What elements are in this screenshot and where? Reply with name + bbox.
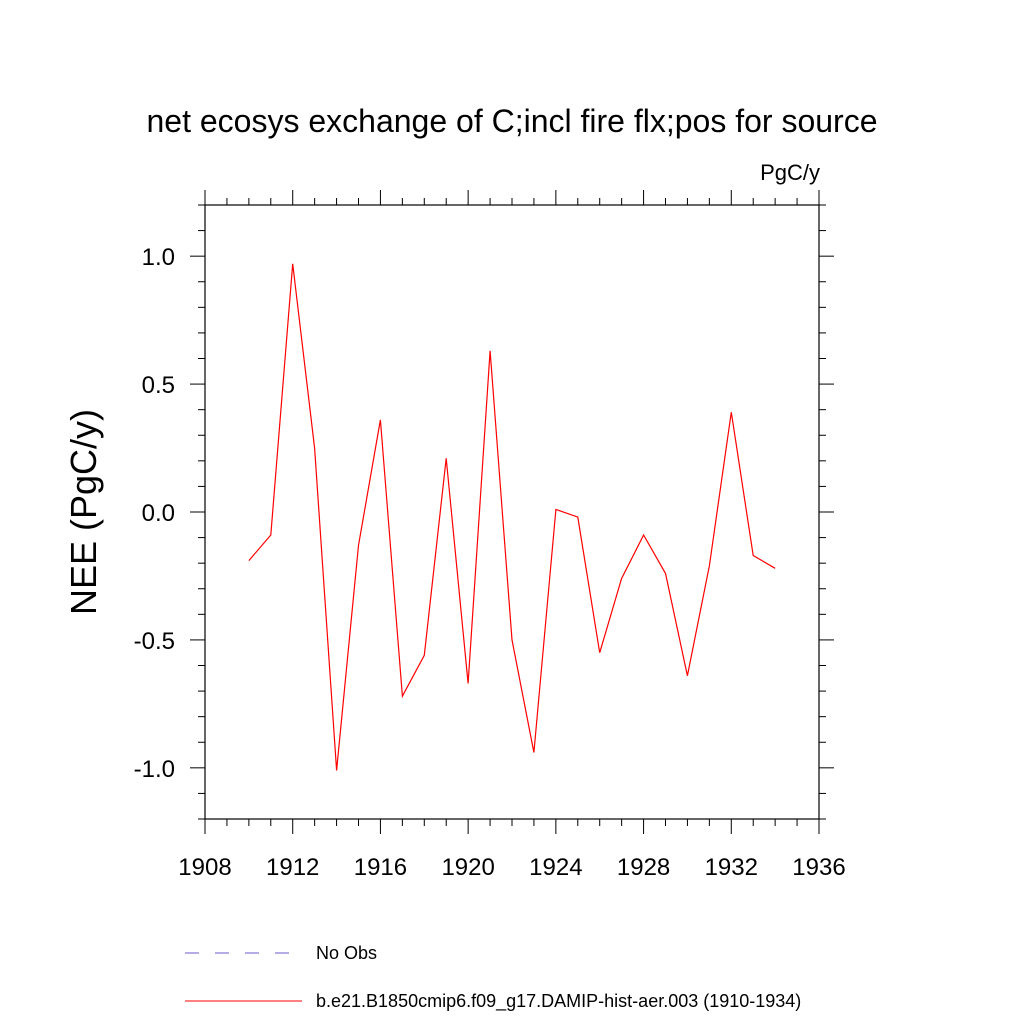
y-tick-label: 0.5: [142, 372, 175, 399]
x-tick-label: 1924: [529, 854, 582, 881]
y-tick-label: 1.0: [142, 244, 175, 271]
legend-label-model: b.e21.B1850cmip6.f09_g17.DAMIP-hist-aer.…: [316, 991, 801, 1012]
x-tick-label: 1920: [441, 854, 494, 881]
x-tick-label: 1916: [354, 854, 407, 881]
y-axis-label: NEE (PgC/y): [63, 409, 104, 615]
x-tick-label: 1912: [266, 854, 319, 881]
y-tick-label: -0.5: [134, 628, 175, 655]
x-tick-label: 1936: [792, 854, 845, 881]
x-tick-label: 1908: [178, 854, 231, 881]
x-tick-label: 1932: [705, 854, 758, 881]
series-line-1: [248, 263, 776, 771]
series-layer: [248, 263, 776, 771]
y-axis-tick-labels: 1.0 0.5 0.0 -0.5 -1.0: [134, 244, 175, 783]
legend: No Obs b.e21.B1850cmip6.f09_g17.DAMIP-hi…: [185, 943, 801, 1012]
y-axis-ticks: [190, 204, 834, 820]
chart-title: net ecosys exchange of C;incl fire flx;p…: [146, 103, 877, 139]
units-label: PgC/y: [760, 160, 820, 185]
x-tick-label: 1928: [617, 854, 670, 881]
x-axis-tick-labels: 1908 1912 1916 1920 1924 1928 1932 1936: [178, 854, 845, 881]
y-tick-label: 0.0: [142, 500, 175, 527]
legend-label-no-obs: No Obs: [316, 943, 377, 963]
x-axis-ticks: [204, 190, 820, 834]
y-tick-label: -1.0: [134, 756, 175, 783]
